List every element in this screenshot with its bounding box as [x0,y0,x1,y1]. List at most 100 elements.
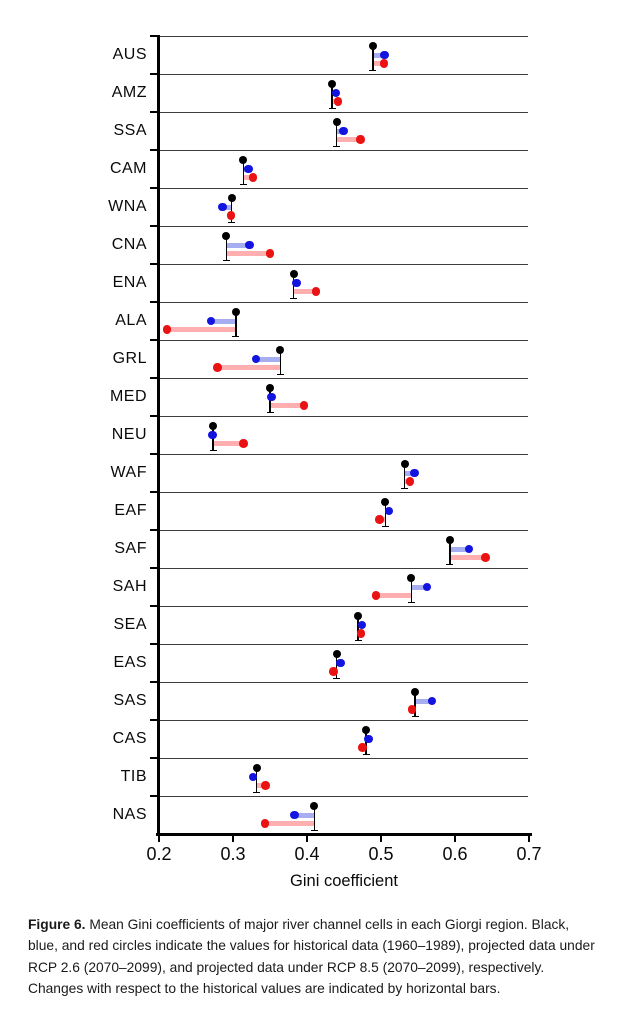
historical-stem [384,501,387,527]
historical-dot [368,41,377,50]
x-tick-label: 0.6 [442,844,468,864]
rcp26-dot [245,240,254,250]
rcp85-dot [358,743,367,752]
y-tick [150,263,158,265]
historical-stem [242,159,245,185]
rcp85-change-bar [375,593,412,598]
historical-stem [449,539,451,565]
region-label: CAM [109,160,147,177]
x-tick-label: 0.7 [516,844,542,864]
historical-dot [276,345,285,354]
rcp85-dot [371,591,381,600]
rcp85-change-bar [293,289,316,294]
rcp85-dot [260,819,270,828]
figure-caption: Figure 6. Mean Gini coefficients of majo… [28,914,600,999]
historical-dot [381,497,390,506]
historical-dot [354,611,363,620]
row-separator [158,73,528,75]
rcp26-dot [422,582,432,592]
row-separator [158,149,528,151]
historical-stem [235,311,237,337]
y-tick [150,453,158,455]
region-label: EAF [114,502,147,519]
rcp26-dot [364,734,373,744]
historical-dot [328,79,337,88]
historical-stem [255,767,258,793]
x-tick [158,834,160,842]
row-separator [158,377,528,379]
rcp26-change-bar [255,356,281,362]
historical-stem [414,691,416,717]
rcp26-change-bar [449,546,470,552]
row-separator [158,453,528,455]
rcp26-dot [384,506,394,516]
historical-dot [310,801,319,810]
historical-dot [227,193,236,202]
historical-dot [400,459,409,468]
y-tick [150,605,158,607]
y-tick [150,377,158,379]
row-separator [158,795,528,797]
historical-stem [279,349,282,375]
row-separator [158,491,528,493]
row-separator [158,719,528,721]
rcp26-dot [292,278,301,288]
historical-dot [411,687,420,696]
historical-stem-tick [266,411,274,413]
historical-stem-tick [362,753,370,755]
y-tick [150,149,158,151]
row-separator [158,35,528,37]
historical-stem [230,197,233,223]
rcp85-dot [311,287,321,296]
y-tick [150,757,158,759]
x-axis-title: Gini coefficient [290,872,398,890]
rcp26-change-bar [222,204,232,210]
rcp26-dot [380,50,389,60]
rcp85-change-bar [256,783,266,788]
historical-stem-tick [310,829,318,831]
rcp85-dot [407,705,417,714]
gini-chart: AUS AMZ SSA CAM WNA CNA ENA ALA GRL MED NEU WAF EAF S… [108,35,542,864]
x-axis-line [156,832,532,836]
rcp85-change-bar [372,61,384,66]
y-tick [150,35,158,37]
rcp26-dot [218,202,227,212]
row-separator [158,225,528,227]
rcp85-dot [375,515,384,524]
rcp85-dot [265,249,275,258]
historical-stem-tick [328,107,336,109]
historical-stem [313,805,316,831]
historical-stem-tick [333,677,341,679]
y-tick [150,681,158,683]
historical-stem [372,45,374,71]
y-tick [150,643,158,645]
y-tick [150,187,158,189]
row-separator [158,263,528,265]
historical-dot [209,421,218,430]
historical-stem-tick [276,373,284,375]
row-separator [158,187,528,189]
region-label: SAS [113,692,147,709]
historical-dot [289,269,298,278]
y-tick [150,111,158,113]
rcp85-dot [213,363,222,372]
y-tick [150,339,158,341]
rcp85-dot [248,173,258,182]
rcp85-change-bar [264,821,315,826]
region-label: ALA [115,312,147,329]
rcp85-dot [261,781,270,790]
historical-stem-tick [232,335,240,337]
historical-stem [335,653,338,679]
row-separator [158,757,528,759]
region-label: AUS [112,46,147,63]
rcp26-dot [464,544,474,554]
row-separator [158,567,528,569]
historical-dot [445,535,454,544]
rcp26-dot [267,392,276,402]
rcp85-dot [379,59,389,68]
row-separator [158,681,528,683]
caption-text: Mean Gini coefficients of major river ch… [28,917,595,996]
rcp85-dot [333,97,343,106]
rcp85-dot [226,211,236,220]
